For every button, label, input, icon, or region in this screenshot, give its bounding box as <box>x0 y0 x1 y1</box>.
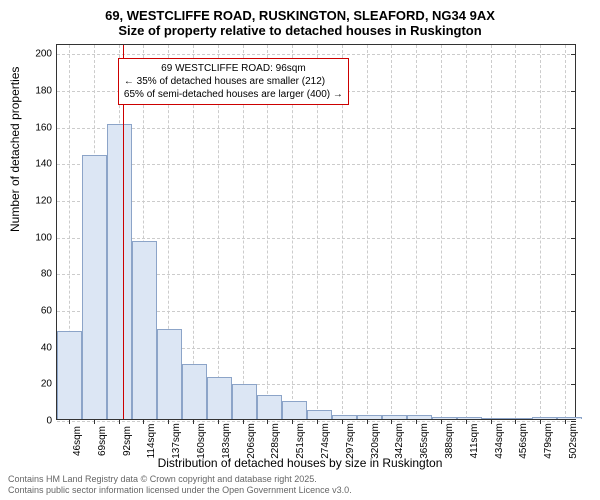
histogram-bar <box>107 124 132 419</box>
histogram-bar <box>82 155 107 419</box>
grid-line-v <box>416 45 417 419</box>
y-tick-label: 180 <box>35 85 57 96</box>
y-tick-label: 40 <box>41 342 57 353</box>
histogram-bar <box>257 395 282 419</box>
histogram-bar <box>382 415 407 419</box>
y-tick-label: 120 <box>35 195 57 206</box>
x-tick-label: 206sqm <box>243 423 257 459</box>
y-tick-label: 0 <box>46 416 57 427</box>
annotation-line-1: 69 WESTCLIFFE ROAD: 96sqm <box>124 62 343 75</box>
x-tick-label: 137sqm <box>168 423 182 459</box>
histogram-bar <box>432 417 457 419</box>
grid-line-h <box>57 54 575 55</box>
grid-line-v <box>466 45 467 419</box>
chart-container: 69, WESTCLIFFE ROAD, RUSKINGTON, SLEAFOR… <box>0 0 600 500</box>
grid-line-v <box>441 45 442 419</box>
y-tick-mark <box>571 164 576 165</box>
x-tick-label: 69sqm <box>94 426 108 456</box>
x-tick-label: 365sqm <box>416 423 430 459</box>
y-tick-label: 20 <box>41 379 57 390</box>
y-tick-label: 140 <box>35 159 57 170</box>
x-tick-label: 160sqm <box>193 423 207 459</box>
x-tick-label: 183sqm <box>218 423 232 459</box>
histogram-bar <box>332 415 357 419</box>
y-tick-mark <box>571 274 576 275</box>
grid-line-h <box>57 128 575 129</box>
grid-line-h <box>57 201 575 202</box>
x-tick-mark <box>119 419 120 424</box>
histogram-bar <box>282 401 307 419</box>
y-tick-label: 160 <box>35 122 57 133</box>
histogram-bar <box>457 417 482 419</box>
grid-line-v <box>540 45 541 419</box>
x-tick-label: 92sqm <box>119 426 133 456</box>
plot-area: 02040608010012014016018020046sqm69sqm92s… <box>56 44 576 420</box>
histogram-bar <box>407 415 432 419</box>
grid-line-v <box>367 45 368 419</box>
x-tick-label: 456sqm <box>515 423 529 459</box>
x-tick-label: 388sqm <box>441 423 455 459</box>
x-tick-label: 320sqm <box>367 423 381 459</box>
histogram-bar <box>57 331 82 419</box>
y-tick-mark <box>571 421 576 422</box>
x-tick-label: 251sqm <box>292 423 306 459</box>
histogram-bar <box>182 364 207 419</box>
x-tick-label: 479sqm <box>540 423 554 459</box>
grid-line-v <box>491 45 492 419</box>
chart-title-sub: Size of property relative to detached ho… <box>0 23 600 42</box>
y-tick-mark <box>571 91 576 92</box>
histogram-bar <box>157 329 182 419</box>
x-tick-label: 502sqm <box>565 423 579 459</box>
x-tick-label: 228sqm <box>267 423 281 459</box>
x-tick-label: 46sqm <box>69 426 83 456</box>
y-tick-mark <box>571 311 576 312</box>
y-axis-label: Number of detached properties <box>8 67 22 232</box>
y-tick-mark <box>571 384 576 385</box>
y-tick-mark <box>571 348 576 349</box>
y-tick-mark <box>571 54 576 55</box>
y-tick-label: 100 <box>35 232 57 243</box>
grid-line-v <box>565 45 566 419</box>
annotation-line-2: ← 35% of detached houses are smaller (21… <box>124 75 343 88</box>
histogram-bar <box>207 377 232 419</box>
y-tick-label: 200 <box>35 49 57 60</box>
x-tick-label: 297sqm <box>342 423 356 459</box>
y-tick-mark <box>571 128 576 129</box>
x-tick-label: 114sqm <box>143 424 157 459</box>
x-tick-label: 434sqm <box>491 423 505 459</box>
y-tick-mark <box>571 201 576 202</box>
histogram-bar <box>307 410 332 419</box>
x-tick-label: 274sqm <box>317 423 331 459</box>
grid-line-h <box>57 238 575 239</box>
annotation-line-3: 65% of semi-detached houses are larger (… <box>124 88 343 101</box>
x-tick-label: 342sqm <box>391 423 405 459</box>
footer-line-2: Contains public sector information licen… <box>8 485 352 496</box>
x-tick-mark <box>94 419 95 424</box>
footer-line-1: Contains HM Land Registry data © Crown c… <box>8 474 352 485</box>
x-tick-label: 411sqm <box>466 424 480 459</box>
histogram-bar <box>507 418 532 419</box>
histogram-bar <box>532 417 557 419</box>
histogram-bar <box>357 415 382 419</box>
x-tick-mark <box>69 419 70 424</box>
histogram-bar <box>132 241 157 419</box>
histogram-bar <box>557 417 582 419</box>
grid-line-h <box>57 421 575 422</box>
chart-title-main: 69, WESTCLIFFE ROAD, RUSKINGTON, SLEAFOR… <box>0 0 600 23</box>
annotation-box: 69 WESTCLIFFE ROAD: 96sqm← 35% of detach… <box>118 58 349 105</box>
grid-line-v <box>515 45 516 419</box>
histogram-bar <box>232 384 257 419</box>
histogram-bar <box>482 418 507 419</box>
grid-line-v <box>391 45 392 419</box>
footer-text: Contains HM Land Registry data © Crown c… <box>8 474 352 496</box>
grid-line-h <box>57 164 575 165</box>
y-tick-label: 80 <box>41 269 57 280</box>
y-tick-label: 60 <box>41 305 57 316</box>
y-tick-mark <box>571 238 576 239</box>
